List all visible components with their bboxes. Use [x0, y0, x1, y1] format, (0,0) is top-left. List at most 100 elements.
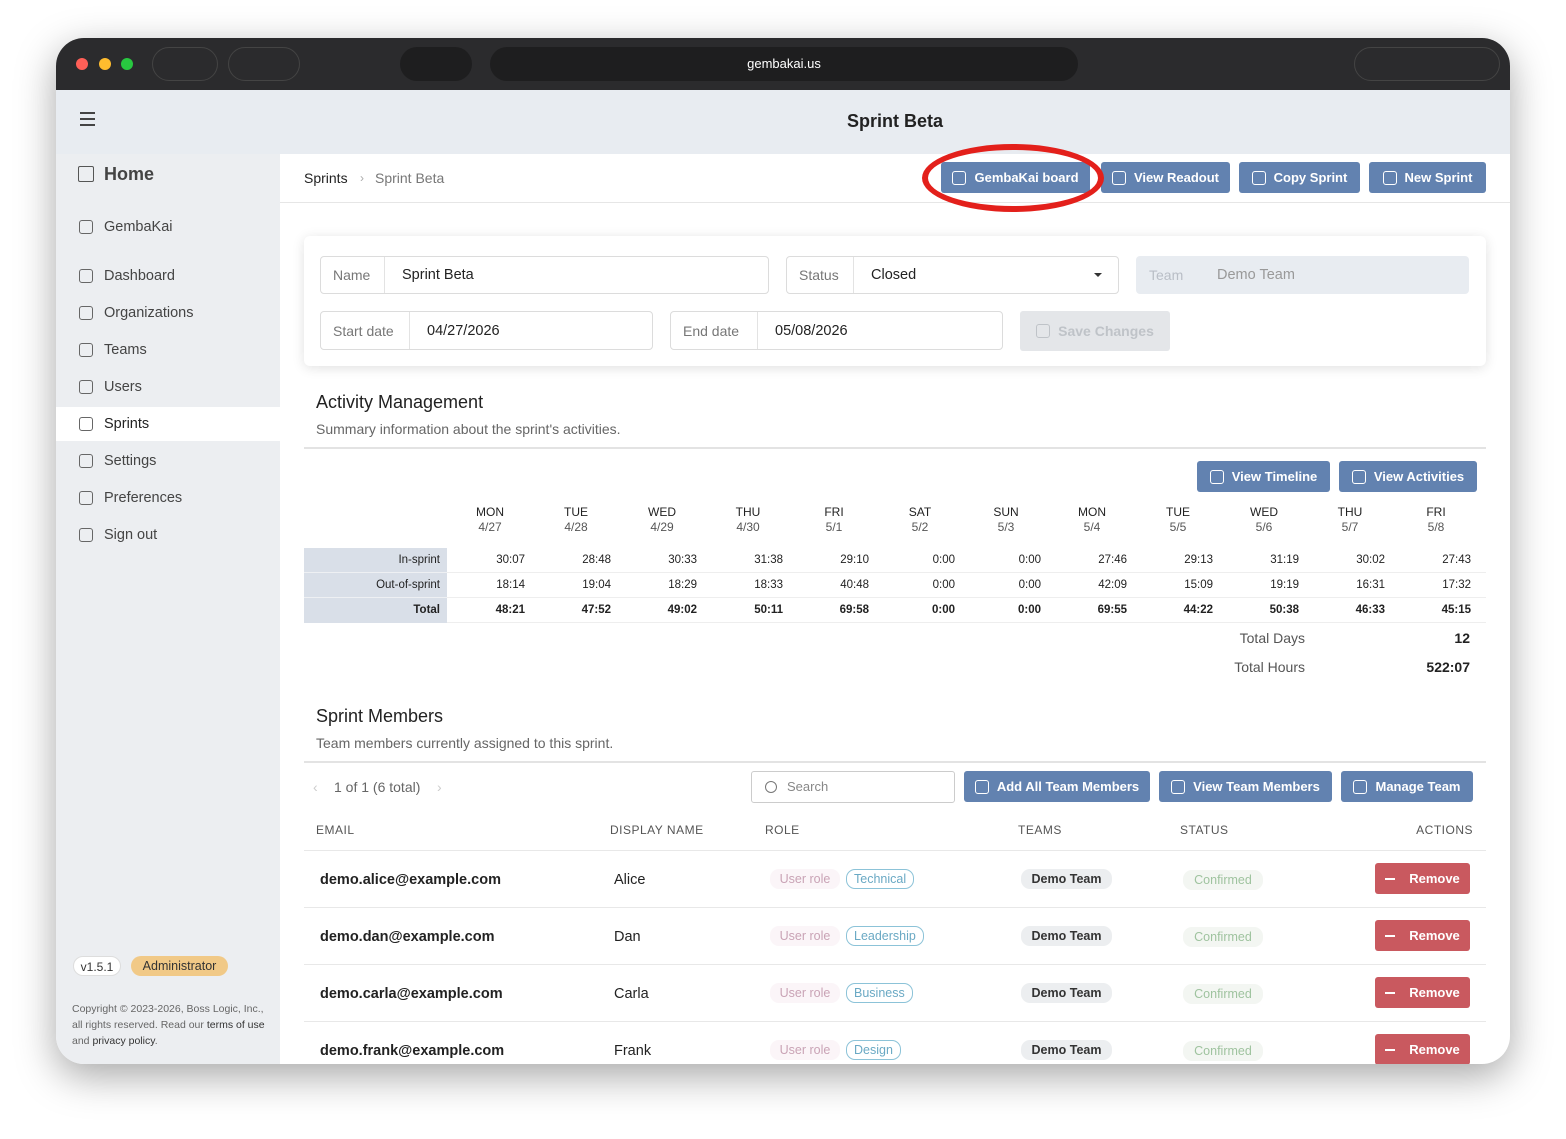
sidebar-item: Dashboard — [104, 268, 175, 284]
section-subtitle: Team members currently assigned to this … — [316, 735, 614, 751]
time-cell: 0:00 — [1017, 604, 1041, 616]
field-divider — [757, 312, 758, 349]
row-line — [304, 850, 1486, 851]
icon — [1351, 469, 1366, 484]
name-field — [320, 256, 769, 294]
icon — [1111, 170, 1126, 185]
time-cell: 17:32 — [1442, 579, 1471, 591]
day-date: 5/5 — [1169, 520, 1187, 534]
time-cell: 29:13 — [1184, 554, 1213, 566]
remove-button[interactable]: Remove — [1375, 920, 1470, 951]
time-cell: 0:00 — [932, 554, 955, 566]
row-line — [304, 1021, 1486, 1022]
toolbar-group — [152, 47, 218, 81]
browser-window: gembakai.us Sprint Beta Home GembaKai Dashbo… — [56, 38, 1510, 1064]
save-button[interactable]: Save Changes — [1020, 311, 1170, 351]
sidebar-icon — [79, 306, 93, 320]
member-button[interactable]: Manage Team — [1341, 771, 1473, 802]
row-label-cell — [304, 573, 447, 598]
time-cell: 16:31 — [1356, 579, 1385, 591]
copyright-part: Copyright © 2023-2026, Boss Logic, Inc.,… — [72, 1003, 264, 1031]
day-name: FRI — [824, 505, 844, 519]
sidebar-item: Sprints — [104, 416, 150, 432]
time-cell: 44:22 — [1183, 604, 1213, 616]
field-value: 05/08/2026 — [775, 322, 848, 339]
copyright-part: . — [154, 1035, 158, 1047]
day-name: TUE — [564, 505, 588, 519]
sidebar-icon — [79, 269, 93, 283]
breadcrumb: Sprints — [304, 170, 348, 186]
day-name: SUN — [993, 505, 1019, 519]
menu-icon — [80, 124, 95, 126]
remove-button[interactable]: Remove — [1375, 977, 1470, 1008]
activity-button[interactable]: View Activities — [1339, 461, 1477, 492]
field-value: Closed — [871, 267, 917, 283]
time-cell: 50:11 — [754, 604, 783, 616]
time-cell: 27:46 — [1098, 554, 1127, 566]
icon — [1171, 779, 1186, 794]
day-date: 5/7 — [1341, 520, 1359, 534]
remove-button[interactable]: Remove — [1375, 863, 1470, 894]
field-divider — [384, 257, 385, 293]
activity-button[interactable]: View Timeline — [1197, 461, 1330, 492]
field-label: Name — [333, 267, 371, 283]
action-button[interactable]: View Readout — [1101, 162, 1230, 193]
sidebar-icon — [79, 454, 93, 468]
time-cell: 40:48 — [840, 579, 869, 591]
day-name: THU — [735, 505, 761, 519]
role-pill: User role — [770, 983, 840, 1003]
sidebar-item: Settings — [104, 453, 157, 469]
member-button[interactable]: Add All Team Members — [964, 771, 1150, 802]
field-divider — [409, 312, 410, 349]
member-button[interactable]: View Team Members — [1159, 771, 1332, 802]
column-header: ROLE — [765, 823, 800, 837]
team-pill: Demo Team — [1021, 1040, 1112, 1060]
time-cell: 50:38 — [1269, 604, 1299, 616]
row-line — [447, 572, 1486, 573]
column-header: TEAMS — [1018, 823, 1062, 837]
breadcrumb: Sprint Beta — [375, 170, 445, 186]
day-date: 5/6 — [1255, 520, 1273, 534]
day-name: SAT — [908, 505, 932, 519]
team-pill: Demo Team — [1021, 869, 1112, 889]
sidebar-icon — [79, 491, 93, 505]
copyright-part: terms of use — [206, 1019, 265, 1031]
action-button[interactable]: New Sprint — [1369, 162, 1486, 193]
button-label: Save Changes — [1058, 323, 1154, 339]
time-cell: 15:09 — [1184, 579, 1213, 591]
sidebar-icon — [78, 166, 94, 182]
day-name: WED — [1250, 505, 1278, 519]
menu-icon — [80, 112, 95, 114]
version-badge: v1.5.1 — [73, 956, 121, 976]
time-cell: 30:33 — [668, 554, 697, 566]
toolbar-group — [400, 47, 472, 81]
total-label: Total Days — [1239, 630, 1305, 646]
button-label: Remove — [1409, 1042, 1460, 1057]
menu-icon — [80, 118, 95, 120]
action-button[interactable]: Copy Sprint — [1239, 162, 1360, 193]
sidebar-item: Sign out — [104, 527, 158, 543]
field-value: Demo Team — [1217, 267, 1295, 283]
day-name: MON — [1078, 505, 1106, 519]
time-cell: 45:15 — [1441, 604, 1471, 616]
icon — [1036, 324, 1051, 338]
row-label-cell — [304, 548, 447, 573]
day-date: 4/27 — [478, 520, 502, 534]
search-box — [751, 771, 955, 803]
row-label-cell — [304, 598, 447, 623]
field-value: 04/27/2026 — [427, 322, 500, 339]
pager-next: › — [437, 779, 442, 795]
member-name: Dan — [614, 929, 641, 945]
sidebar-icon — [79, 343, 93, 357]
button-label: Copy Sprint — [1273, 170, 1348, 185]
member-email: demo.alice@example.com — [320, 872, 501, 888]
column-header: EMAIL — [316, 823, 355, 837]
url: gembakai.us — [747, 56, 821, 71]
day-date: 4/30 — [736, 520, 760, 534]
row-label: In-sprint — [398, 554, 440, 566]
remove-button[interactable]: Remove — [1375, 1034, 1470, 1064]
time-cell: 47:52 — [581, 604, 611, 616]
sidebar-icon — [79, 380, 93, 394]
role-pill: User role — [770, 869, 840, 889]
